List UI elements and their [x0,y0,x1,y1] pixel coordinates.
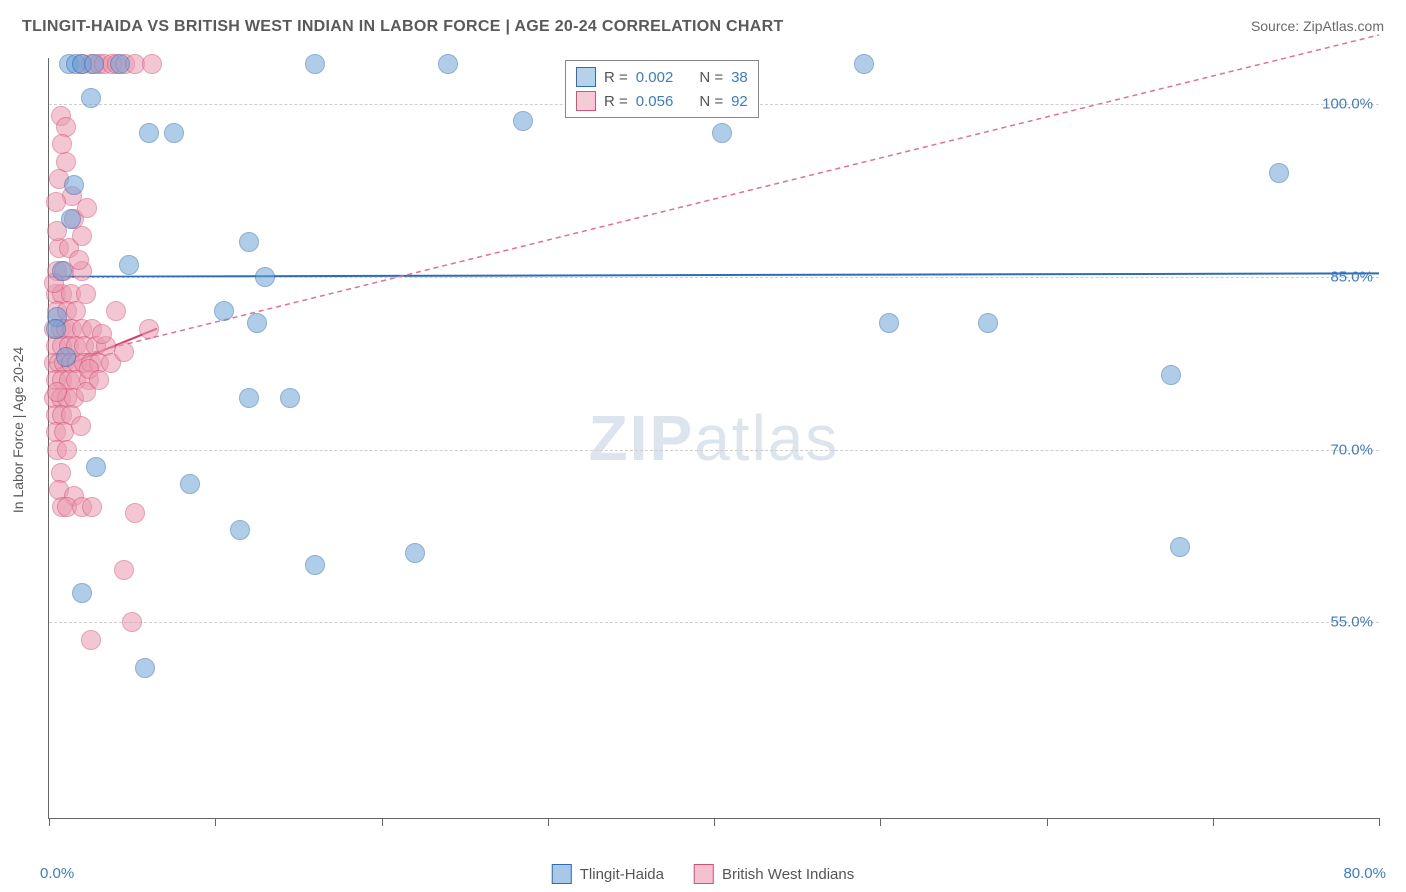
chart-container: TLINGIT-HAIDA VS BRITISH WEST INDIAN IN … [0,0,1406,892]
legend-swatch [576,91,596,111]
x-tick [1213,818,1214,826]
data-point [978,313,998,333]
data-point [230,520,250,540]
y-tick-label: 100.0% [1322,96,1373,113]
data-point [69,250,89,270]
y-tick-label: 85.0% [1330,268,1373,285]
data-point [89,370,109,390]
legend-stats-box: R = 0.002 N = 38 R = 0.056 N = 92 [565,60,759,118]
x-tick [382,818,383,826]
data-point [52,134,72,154]
data-point [114,560,134,580]
data-point [139,123,159,143]
data-point [854,54,874,74]
data-point [139,319,159,339]
legend-n-label: N = [699,69,723,86]
data-point [106,301,126,321]
data-point [247,313,267,333]
legend-bottom: Tlingit-Haida British West Indians [552,864,854,884]
plot-area: ZIPatlas 100.0%85.0%70.0%55.0% [48,58,1379,819]
x-tick [215,818,216,826]
data-point [405,543,425,563]
data-point [119,255,139,275]
data-point [305,54,325,74]
data-point [1269,163,1289,183]
data-point [142,54,162,74]
legend-swatch [694,864,714,884]
data-point [47,382,67,402]
data-point [164,123,184,143]
legend-bottom-item: Tlingit-Haida [552,864,664,884]
data-point [77,198,97,218]
data-point [84,54,104,74]
gridline [49,450,1379,451]
legend-label: British West Indians [722,866,854,883]
legend-n-label: N = [699,93,723,110]
gridline [49,277,1379,278]
x-tick [1047,818,1048,826]
data-point [56,347,76,367]
x-tick-label: 80.0% [1343,865,1386,882]
data-point [135,658,155,678]
y-tick-label: 70.0% [1330,441,1373,458]
data-point [86,457,106,477]
data-point [92,324,112,344]
y-axis-label: In Labor Force | Age 20-24 [10,347,26,513]
data-point [110,54,130,74]
legend-label: Tlingit-Haida [580,866,664,883]
data-point [255,267,275,287]
gridline [49,622,1379,623]
data-point [513,111,533,131]
data-point [879,313,899,333]
data-point [82,497,102,517]
data-point [46,192,66,212]
data-point [122,612,142,632]
x-tick [714,818,715,826]
legend-n-value: 92 [731,93,748,110]
legend-stats-row: R = 0.002 N = 38 [576,65,748,89]
data-point [52,261,72,281]
legend-r-label: R = [604,69,628,86]
data-point [72,226,92,246]
x-tick [880,818,881,826]
legend-stats-row: R = 0.056 N = 92 [576,89,748,113]
legend-r-label: R = [604,93,628,110]
data-point [1170,537,1190,557]
x-tick [49,818,50,826]
legend-swatch [552,864,572,884]
data-point [214,301,234,321]
data-point [180,474,200,494]
data-point [1161,365,1181,385]
chart-source: Source: ZipAtlas.com [1251,18,1384,34]
data-point [61,209,81,229]
legend-bottom-item: British West Indians [694,864,854,884]
data-point [81,88,101,108]
data-point [125,503,145,523]
x-tick-label: 0.0% [40,865,74,882]
x-tick [1379,818,1380,826]
y-tick-label: 55.0% [1330,614,1373,631]
data-point [71,416,91,436]
data-point [57,440,77,460]
legend-r-value: 0.002 [636,69,674,86]
data-point [438,54,458,74]
data-point [114,342,134,362]
legend-swatch [576,67,596,87]
svg-trend-layer [49,58,1379,818]
legend-r-value: 0.056 [636,93,674,110]
legend-n-value: 38 [731,69,748,86]
data-point [239,388,259,408]
data-point [46,319,66,339]
data-point [81,630,101,650]
data-point [280,388,300,408]
data-point [305,555,325,575]
data-point [64,175,84,195]
data-point [72,583,92,603]
x-tick [548,818,549,826]
data-point [239,232,259,252]
data-point [712,123,732,143]
chart-title: TLINGIT-HAIDA VS BRITISH WEST INDIAN IN … [22,18,784,36]
